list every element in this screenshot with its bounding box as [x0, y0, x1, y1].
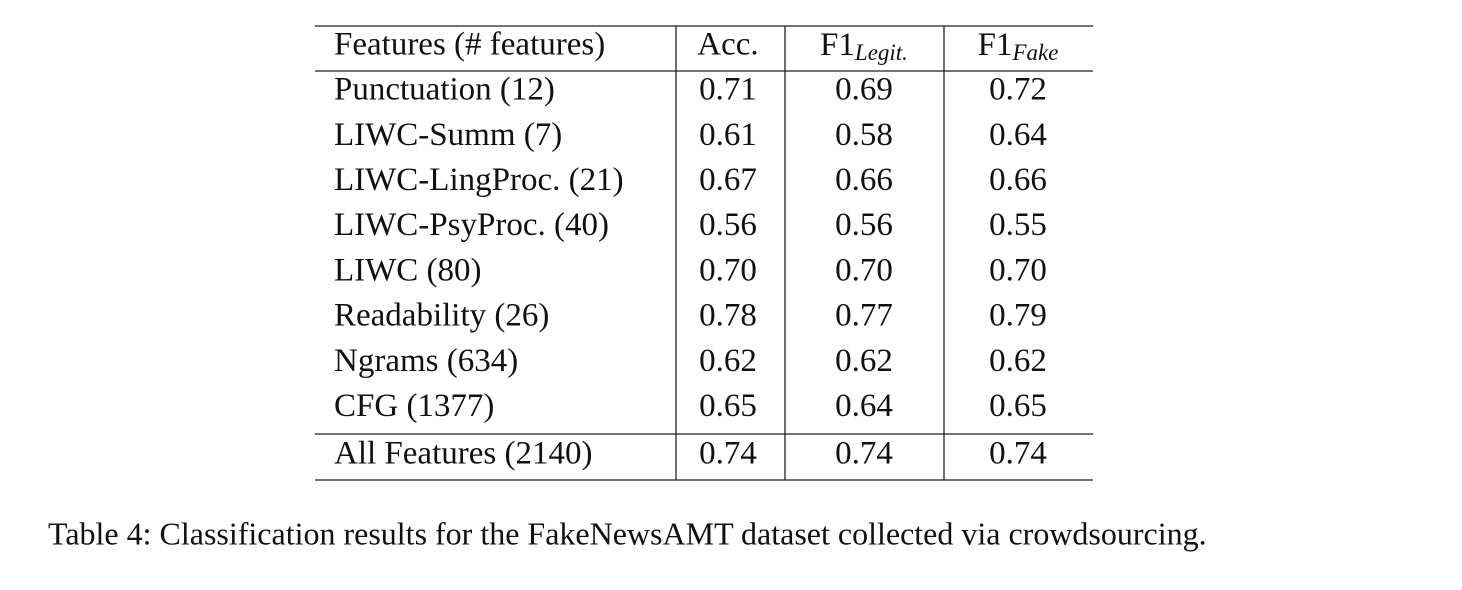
header-subscript: Fake — [1011, 40, 1058, 65]
header-subscript: Legit. — [854, 40, 908, 65]
table-cell: 0.64 — [989, 117, 1047, 153]
table-cell: 0.66 — [835, 162, 893, 198]
row-label: LIWC (80) — [334, 252, 482, 288]
table-cell: 0.65 — [699, 388, 757, 424]
row-label: Punctuation (12) — [334, 72, 555, 108]
table-cell: 0.58 — [835, 117, 893, 153]
row-label: Ngrams (634) — [334, 343, 518, 379]
table-cell: 0.74 — [989, 436, 1047, 472]
row-label: LIWC-LingProc. (21) — [334, 162, 624, 198]
table-cell: 0.56 — [699, 207, 757, 243]
table-cell: 0.77 — [835, 298, 893, 334]
header-main: F1 — [820, 27, 855, 63]
table-cell: 0.79 — [989, 298, 1047, 334]
header-cell: Acc. — [697, 27, 758, 63]
table-cell: 0.74 — [835, 436, 893, 472]
header-cell: F1Legit. — [820, 27, 908, 66]
header-cell: F1Fake — [978, 27, 1059, 66]
row-label: LIWC-Summ (7) — [334, 117, 562, 153]
row-label: Readability (26) — [334, 298, 549, 334]
table-cell: 0.67 — [699, 162, 757, 198]
table-cell: 0.62 — [835, 343, 893, 379]
table-cell: 0.78 — [699, 298, 757, 334]
header-main: F1 — [978, 27, 1013, 63]
row-label: LIWC-PsyProc. (40) — [334, 207, 609, 243]
table-cell: 0.70 — [989, 252, 1047, 288]
table-caption: Table 4: Classification results for the … — [48, 515, 1207, 551]
table-cell: 0.70 — [699, 252, 757, 288]
table-cell: 0.66 — [989, 162, 1047, 198]
table-cell: 0.69 — [835, 72, 893, 108]
row-label: All Features (2140) — [334, 436, 592, 472]
header-cell: Features (# features) — [334, 27, 605, 63]
table-rules — [315, 25, 1093, 481]
table-cell: 0.72 — [989, 72, 1047, 108]
table-cell: 0.62 — [699, 343, 757, 379]
row-label: CFG (1377) — [334, 388, 494, 424]
table-cell: 0.55 — [989, 207, 1047, 243]
table-cell: 0.65 — [989, 388, 1047, 424]
table-cell: 0.62 — [989, 343, 1047, 379]
table-cell: 0.61 — [699, 117, 757, 153]
table-cell: 0.70 — [835, 252, 893, 288]
table-cell: 0.64 — [835, 388, 893, 424]
table-cell: 0.74 — [699, 436, 757, 472]
table-cell: 0.56 — [835, 207, 893, 243]
table-cell: 0.71 — [699, 72, 757, 108]
